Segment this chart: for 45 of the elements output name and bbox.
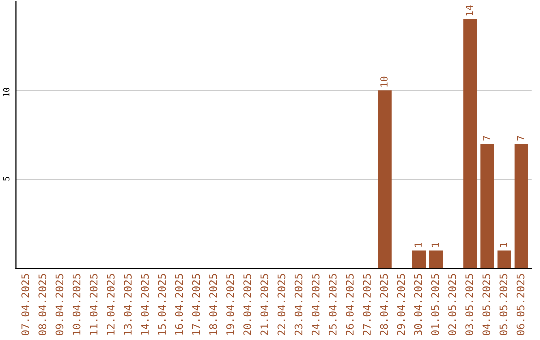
bar xyxy=(429,250,444,269)
x-tick-label: 12.04.2025 xyxy=(106,274,115,335)
data-label: 1 xyxy=(414,242,422,247)
x-tick-label: 14.04.2025 xyxy=(141,274,150,335)
x-tick-label: 16.04.2025 xyxy=(175,274,184,335)
x-tick-label: 04.05.2025 xyxy=(482,274,491,336)
x-tick-label: 28.04.2025 xyxy=(380,274,388,336)
bar xyxy=(464,19,478,269)
bar xyxy=(514,144,528,269)
bar xyxy=(480,144,494,269)
x-tick-label: 09.04.2025 xyxy=(56,274,64,336)
x-tick-label: 05.05.2025 xyxy=(500,274,508,336)
bar xyxy=(412,250,426,269)
data-label: 1 xyxy=(500,242,508,247)
x-tick-label: 06.05.2025 xyxy=(516,274,525,336)
data-label: 10 xyxy=(380,76,388,87)
x-tick-label: 24.04.2025 xyxy=(312,274,320,336)
x-tick-label: 03.05.2025 xyxy=(466,274,474,336)
data-label: 14 xyxy=(466,6,474,16)
x-tick-label: 23.04.2025 xyxy=(294,274,303,336)
bar xyxy=(378,90,392,269)
x-tick-label: 25.04.2025 xyxy=(328,274,337,336)
data-label: 7 xyxy=(483,136,490,141)
x-tick-label: 20.04.2025 xyxy=(244,274,252,336)
x-tick-label: 21.04.2025 xyxy=(260,274,269,336)
x-tick-label: 07.04.2025 xyxy=(22,274,30,336)
data-label: 1 xyxy=(432,242,439,247)
x-tick-label: 17.04.2025 xyxy=(192,274,200,335)
x-tick-label: 18.04.2025 xyxy=(209,274,218,335)
x-tick-label: 10.04.2025 xyxy=(72,274,81,335)
x-tick-label: 30.04.2025 xyxy=(414,274,422,336)
x-tick-label: 29.04.2025 xyxy=(397,274,406,336)
x-tick-label: 19.04.2025 xyxy=(226,274,234,335)
x-tick-label: 15.04.2025 xyxy=(158,274,166,335)
x-tick-label: 22.04.2025 xyxy=(278,274,286,336)
x-tick-label: 26.04.2025 xyxy=(346,274,354,336)
data-label: 7 xyxy=(517,136,524,141)
x-tick-label: 27.04.2025 xyxy=(363,274,372,336)
x-tick-label: 08.04.2025 xyxy=(38,274,47,336)
x-tick-label: 02.05.2025 xyxy=(448,274,456,336)
x-tick-label: 13.04.2025 xyxy=(124,274,132,335)
x-tick-label: 11.04.2025 xyxy=(90,274,98,335)
y-tick-label: 5 xyxy=(4,177,10,181)
bar xyxy=(498,250,512,269)
x-tick-label: 01.05.2025 xyxy=(431,274,440,336)
